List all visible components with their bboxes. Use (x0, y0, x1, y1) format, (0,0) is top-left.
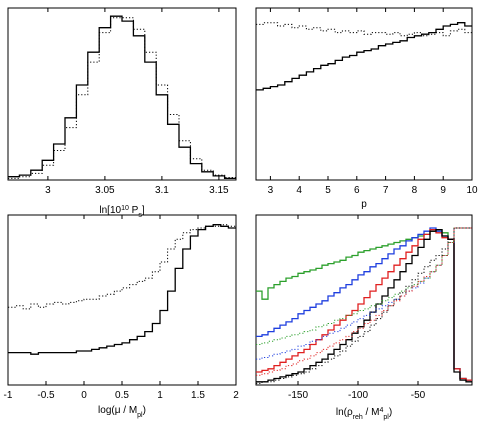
series-layer (256, 22, 472, 91)
x-tick-label: 8 (412, 185, 418, 196)
series-layer (8, 224, 236, 355)
panel-bottom-left: -1 -0.5 0 0.5 1 1.5 2 log(μ / Mpl) (4, 214, 239, 419)
series-line-7 (256, 227, 472, 384)
series-line-1 (8, 17, 236, 179)
x-tick-label: 3.15 (209, 185, 229, 196)
x-tick-label: 6 (354, 185, 360, 196)
series-line-5 (256, 227, 472, 360)
series-line-1 (8, 224, 236, 310)
x-tick-label: 4 (296, 185, 302, 196)
x-tick-label: 2 (233, 390, 239, 401)
series-line-0 (8, 224, 236, 355)
series-line-4 (256, 227, 472, 345)
x-tick-label: 1 (157, 390, 163, 401)
x-tick-label: 0 (81, 390, 87, 401)
plot-frame (7, 214, 237, 386)
x-tick-label: 3.1 (155, 185, 169, 196)
series-layer (8, 15, 236, 180)
plot-frame (7, 7, 237, 181)
series-line-1 (256, 227, 472, 381)
x-axis-label: log(μ / Mpl) (98, 405, 146, 419)
x-tick-label: 5 (325, 185, 331, 196)
series-line-3 (256, 228, 472, 383)
x-tick-label: -100 (348, 390, 368, 401)
panel-top-right: 3 4 5 6 7 8 9 10 p (255, 7, 478, 210)
tick-layer: 3 4 5 6 7 8 9 10 (268, 8, 478, 196)
x-tick-label: 7 (383, 185, 389, 196)
x-tick-label: -1 (4, 390, 13, 401)
x-axis-label: ln(ρreh / M4pl) (336, 407, 392, 421)
x-tick-label: 3.05 (95, 185, 115, 196)
panel-top-left: 3 3.05 3.1 3.15 ln[1010 Ps] (7, 7, 237, 219)
tick-layer: 3 3.05 3.1 3.15 (45, 8, 229, 196)
plot-frame (255, 214, 473, 386)
plot-frame (255, 7, 473, 181)
series-line-0 (256, 228, 472, 381)
x-tick-label: 3 (45, 185, 51, 196)
x-tick-label: 1.5 (191, 390, 205, 401)
x-tick-label: -150 (288, 390, 308, 401)
series-line-0 (8, 15, 236, 180)
series-line-0 (256, 22, 472, 91)
x-axis-label: p (361, 199, 367, 210)
x-tick-label: 3 (268, 185, 274, 196)
x-tick-label: 0.5 (115, 390, 129, 401)
x-tick-label: 10 (466, 185, 478, 196)
x-tick-label: -0.5 (37, 390, 55, 401)
x-tick-label: -50 (411, 390, 426, 401)
tick-layer: -150 -100 -50 (288, 215, 426, 401)
x-tick-label: 9 (440, 185, 446, 196)
tick-layer: -1 -0.5 0 0.5 1 1.5 2 (4, 215, 239, 401)
series-layer (256, 227, 472, 384)
panel-bottom-right: -150 -100 -50 ln(ρreh / M4pl) (255, 214, 473, 421)
